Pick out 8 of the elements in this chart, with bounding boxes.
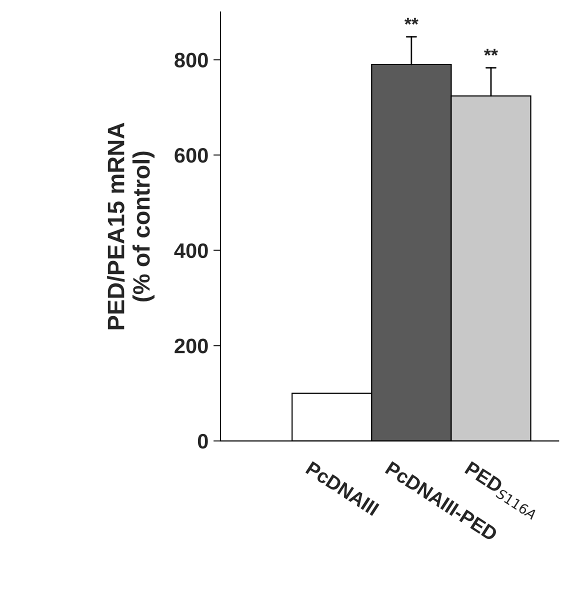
y-axis-title: PED/PEA15 mRNA (% of control) [107,122,154,330]
y-tick-label: 400 [174,243,208,258]
y-tick-label: 600 [174,148,208,163]
y-tick-label: 800 [174,52,208,68]
y-tick-label: 0 [198,434,208,449]
annotation: ** [404,18,418,25]
annotation: ** [484,48,498,56]
y-tick-label: 200 [174,338,208,354]
